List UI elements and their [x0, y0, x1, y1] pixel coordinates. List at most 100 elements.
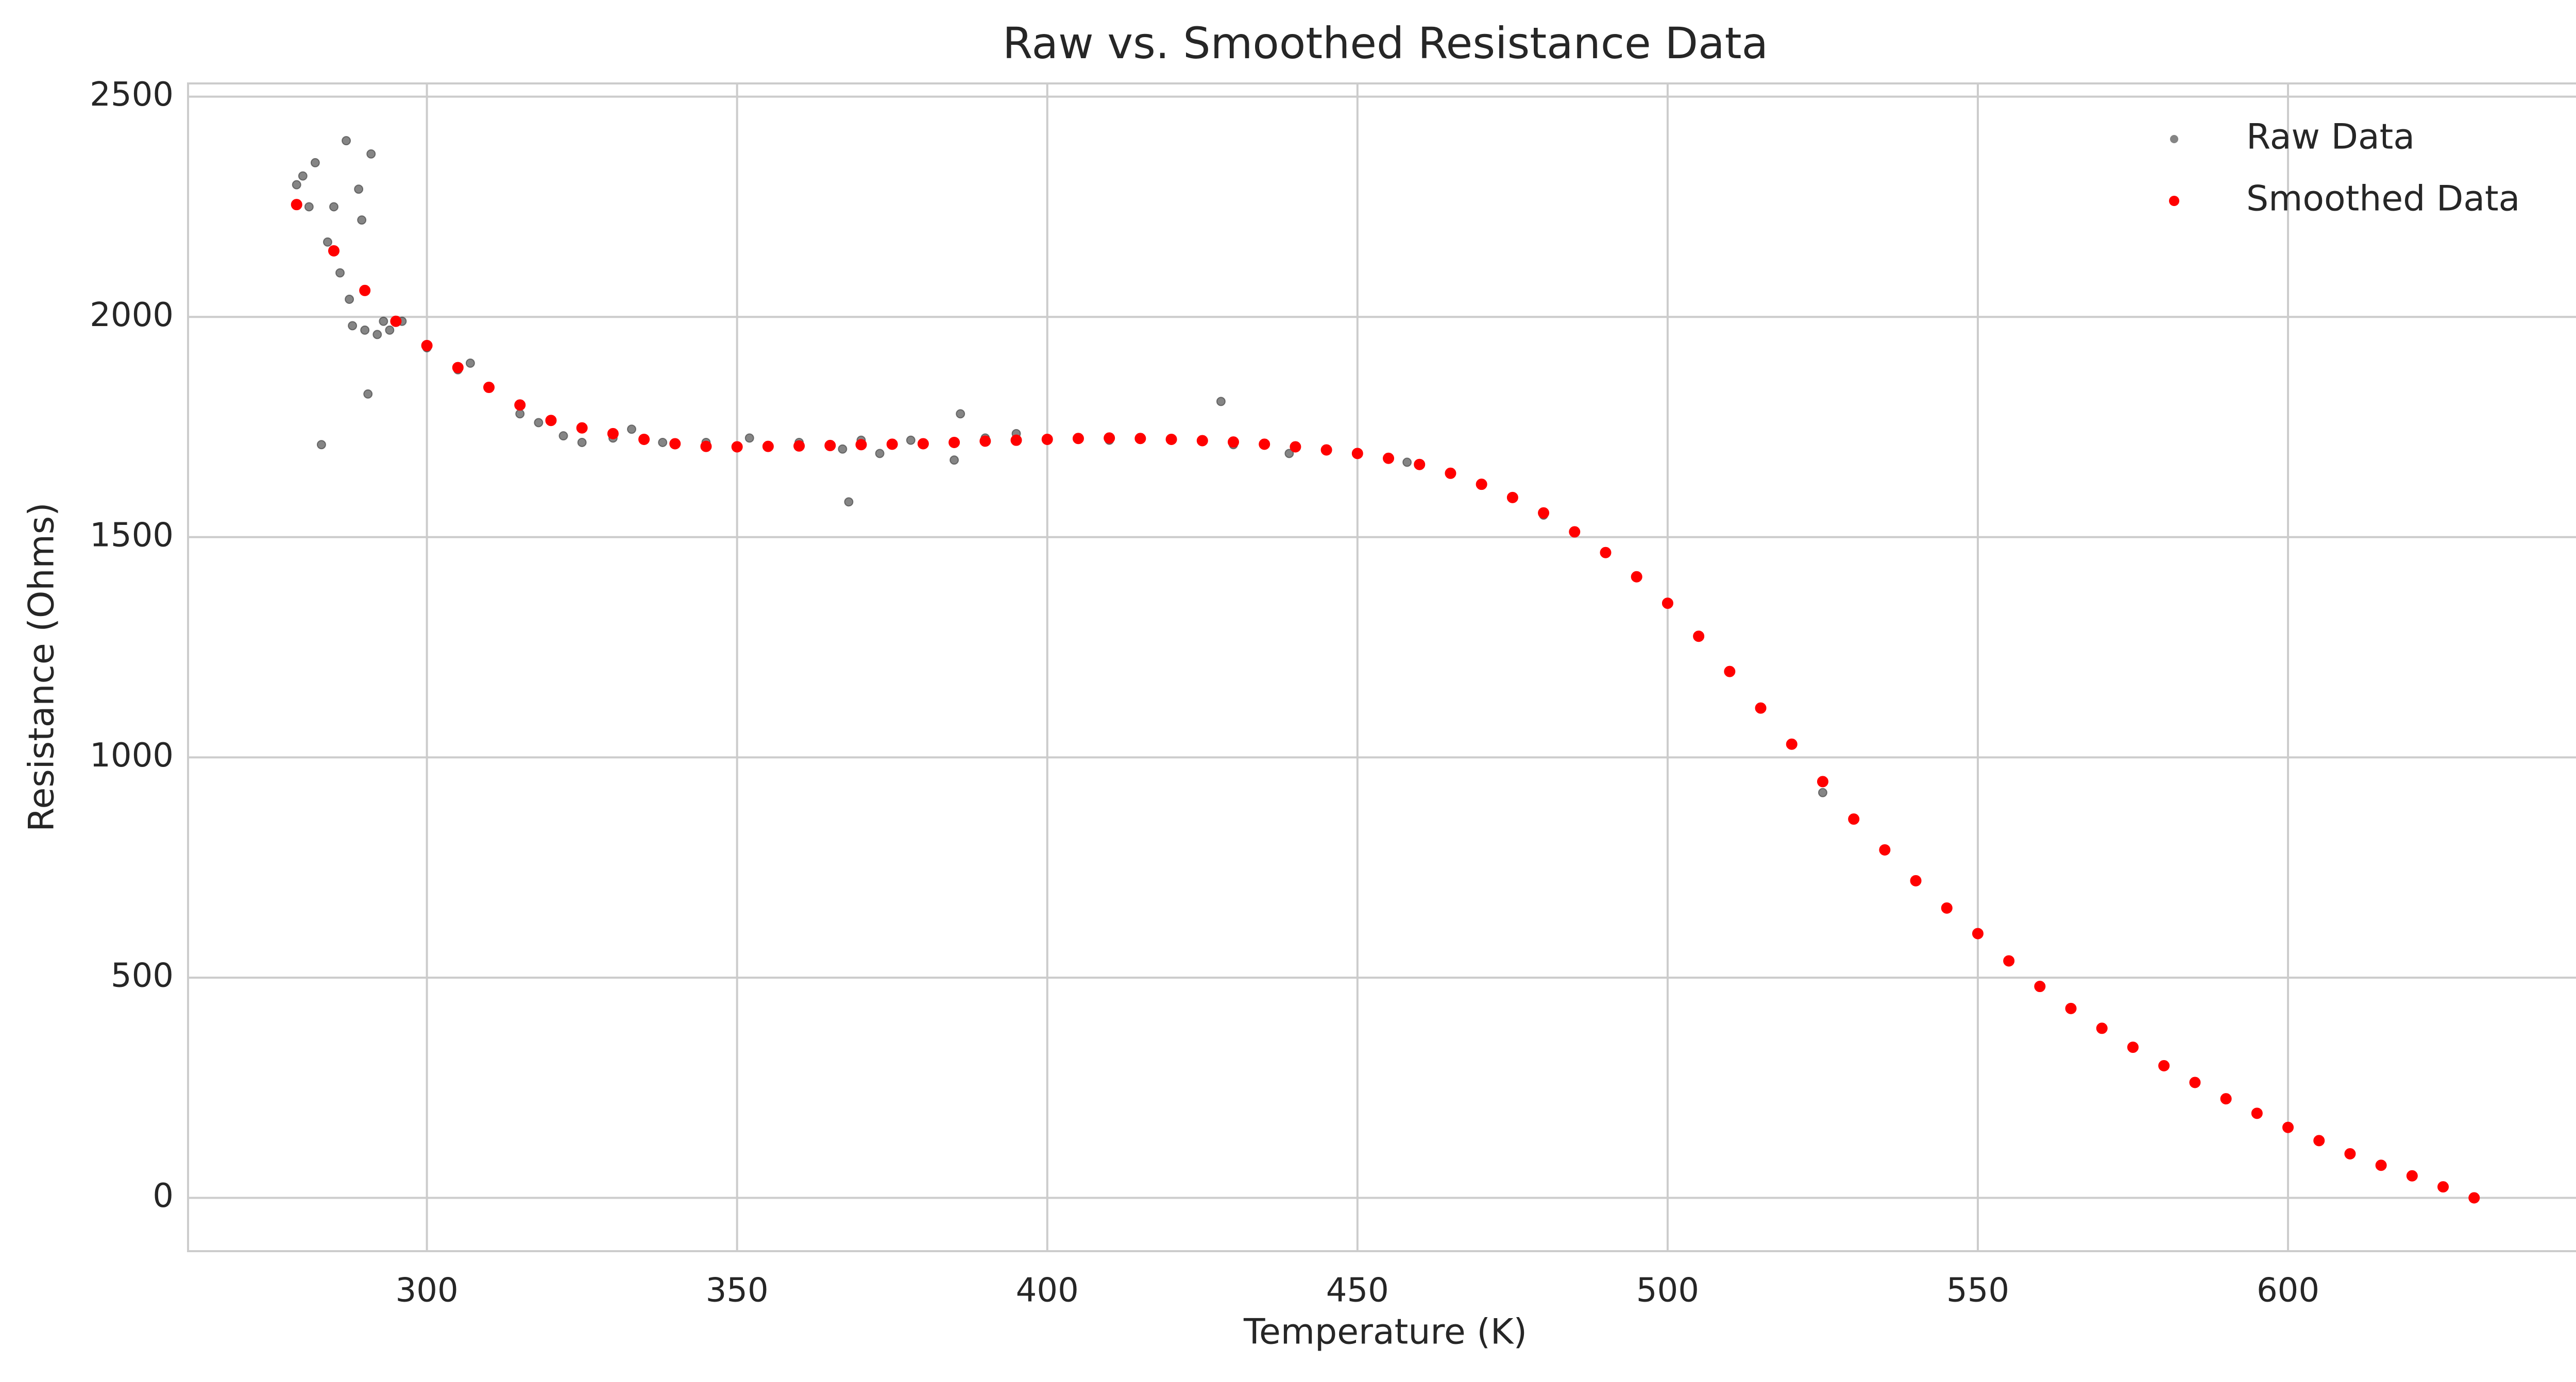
scatter-point	[2344, 1148, 2356, 1160]
scatter-point	[1259, 438, 1270, 450]
scatter-point	[1941, 902, 1953, 914]
scatter-point	[514, 399, 526, 411]
scatter-point	[1910, 875, 1922, 886]
scatter-point	[1538, 507, 1550, 519]
y-tick-label: 1000	[90, 737, 174, 775]
scatter-point	[363, 389, 373, 399]
scatter-point	[1383, 452, 1395, 464]
scatter-point	[366, 149, 376, 159]
scatter-point	[2003, 955, 2015, 967]
scatter-point	[626, 424, 636, 434]
legend-label: Smoothed Data	[2246, 179, 2520, 219]
x-tick-label: 600	[2257, 1272, 2319, 1310]
scatter-point	[1041, 433, 1053, 445]
scatter-point	[793, 440, 805, 452]
x-tick-label: 300	[396, 1272, 459, 1310]
scatter-point	[2189, 1077, 2201, 1088]
scatter-point	[359, 284, 371, 296]
scatter-point	[328, 245, 340, 257]
scatter-point	[291, 199, 302, 211]
scatter-point	[2313, 1135, 2325, 1147]
scatter-point	[762, 440, 774, 452]
scatter-point	[2096, 1022, 2108, 1034]
scatter-point	[354, 184, 364, 194]
scatter-point	[731, 441, 743, 453]
scatter-point	[1569, 526, 1581, 538]
scatter-point	[875, 449, 885, 458]
scatter-point	[917, 438, 929, 450]
scatter-point	[956, 409, 965, 419]
scatter-point	[658, 437, 668, 447]
scatter-point	[379, 316, 388, 326]
scatter-point	[1165, 433, 1177, 445]
scatter-point	[1445, 467, 1456, 479]
scatter-point	[1284, 449, 1294, 458]
scatter-point	[357, 215, 367, 225]
scatter-point	[2437, 1181, 2449, 1193]
scatter-point	[2127, 1042, 2139, 1053]
y-axis-label: Resistance (Ohms)	[22, 502, 62, 831]
x-tick-label: 350	[706, 1272, 769, 1310]
x-tick-label: 550	[1946, 1272, 2009, 1310]
scatter-point	[465, 359, 475, 368]
scatter-point	[979, 435, 991, 447]
y-tick-label: 0	[152, 1177, 174, 1215]
y-tick-label: 2500	[90, 76, 174, 114]
scatter-point	[2282, 1121, 2294, 1133]
chart-title: Raw vs. Smoothed Resistance Data	[1003, 18, 1768, 69]
scatter-point	[1786, 738, 1798, 750]
scatter-point	[515, 409, 525, 419]
scatter-point	[558, 431, 568, 441]
scatter-point	[348, 321, 358, 331]
scatter-point	[534, 418, 544, 428]
scatter-point	[1476, 479, 1487, 490]
scatter-point	[576, 422, 588, 434]
y-tick-label: 2000	[90, 296, 174, 334]
scatter-point	[335, 268, 345, 278]
scatter-point	[1724, 666, 1736, 677]
scatter-point	[1848, 813, 1860, 825]
scatter-point	[1631, 571, 1642, 583]
scatter-point	[2406, 1170, 2418, 1182]
scatter-point	[1972, 928, 1984, 940]
scatter-point	[1817, 776, 1828, 788]
scatter-point	[1693, 630, 1705, 642]
scatter-point	[906, 435, 916, 445]
scatter-point	[323, 237, 332, 247]
scatter-point	[390, 315, 402, 327]
scatter-point	[292, 180, 301, 190]
scatter-point	[372, 330, 382, 339]
scatter-point	[298, 171, 308, 181]
scatter-point	[2375, 1159, 2387, 1171]
scatter-point	[2034, 981, 2046, 993]
x-tick-label: 450	[1326, 1272, 1389, 1310]
scatter-point	[1216, 397, 1226, 406]
y-tick-label: 500	[111, 957, 174, 995]
scatter-point	[844, 497, 854, 507]
y-tick-label: 1500	[90, 516, 174, 554]
scatter-point	[1104, 432, 1115, 444]
scatter-point	[421, 339, 433, 351]
scatter-point	[886, 438, 898, 450]
legend-label: Raw Data	[2246, 117, 2415, 158]
scatter-point	[824, 439, 836, 451]
scatter-point	[1818, 788, 1827, 797]
scatter-point	[1662, 598, 1673, 609]
scatter-point	[577, 437, 587, 447]
scatter-point	[2158, 1060, 2170, 1071]
scatter-point	[1134, 433, 1146, 445]
scatter-point	[855, 439, 867, 451]
scatter-point	[2220, 1093, 2232, 1105]
scatter-point	[360, 325, 370, 335]
scatter-point	[329, 202, 338, 212]
scatter-point	[1879, 844, 1891, 856]
scatter-point	[1072, 433, 1084, 445]
scatter-point	[744, 433, 754, 443]
scatter-point	[452, 362, 464, 373]
scatter-point	[310, 158, 320, 167]
scatter-point	[838, 444, 848, 454]
scatter-point	[2065, 1002, 2077, 1014]
scatter-point	[1600, 547, 1612, 558]
